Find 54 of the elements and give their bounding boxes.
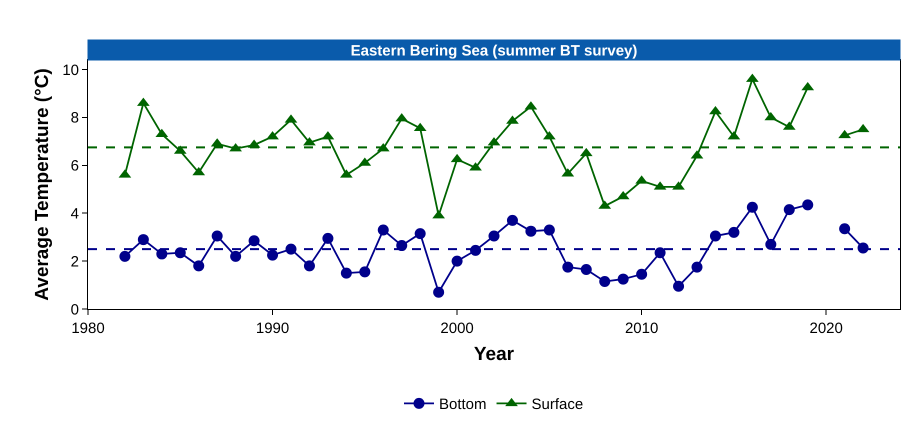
point: [599, 276, 610, 287]
point: [562, 262, 574, 273]
point: [488, 230, 500, 242]
point: [304, 260, 315, 272]
point: [248, 235, 260, 246]
point: [138, 234, 149, 246]
point: [506, 214, 518, 226]
point: [618, 274, 629, 285]
point: [654, 247, 666, 258]
x-tick-label: 2020: [809, 320, 843, 337]
chart-title: Eastern Bering Sea (summer BT survey): [350, 42, 638, 60]
point: [193, 260, 204, 272]
point: [359, 266, 370, 278]
point: [433, 286, 444, 298]
point: [378, 224, 389, 236]
legend-label: Surface: [532, 396, 584, 414]
point: [156, 248, 168, 260]
x-tick-label: 2000: [440, 320, 474, 337]
point: [710, 230, 721, 242]
y-tick-label: 8: [70, 110, 79, 127]
point: [286, 244, 296, 255]
point: [414, 228, 426, 240]
point: [452, 256, 463, 267]
point: [525, 226, 536, 237]
legend-label: Bottom: [439, 396, 487, 414]
point: [230, 250, 242, 262]
y-axis-title: Average Temperature (°C): [32, 68, 54, 301]
point: [340, 268, 352, 279]
y-tick-label: 10: [62, 62, 79, 79]
point: [470, 244, 482, 256]
point: [784, 204, 795, 216]
point: [636, 268, 648, 280]
point: [746, 202, 758, 213]
y-tick-label: 4: [70, 205, 79, 222]
point: [673, 280, 684, 292]
y-tick-label: 6: [70, 158, 79, 175]
x-tick-label: 2010: [624, 320, 658, 337]
point: [544, 224, 555, 236]
point: [396, 240, 408, 252]
x-tick-label: 1990: [256, 320, 290, 337]
x-tick-label: 1980: [71, 320, 105, 337]
point: [174, 247, 186, 258]
y-tick-label: 2: [70, 253, 79, 270]
point: [692, 262, 702, 273]
y-tick-label: 0: [70, 301, 79, 318]
point: [322, 232, 334, 244]
point: [212, 230, 223, 242]
x-axis-title: Year: [474, 344, 515, 365]
point: [765, 238, 776, 250]
point: [802, 199, 814, 210]
point: [728, 226, 740, 238]
point: [267, 250, 278, 261]
point: [119, 250, 130, 262]
point: [580, 264, 592, 275]
